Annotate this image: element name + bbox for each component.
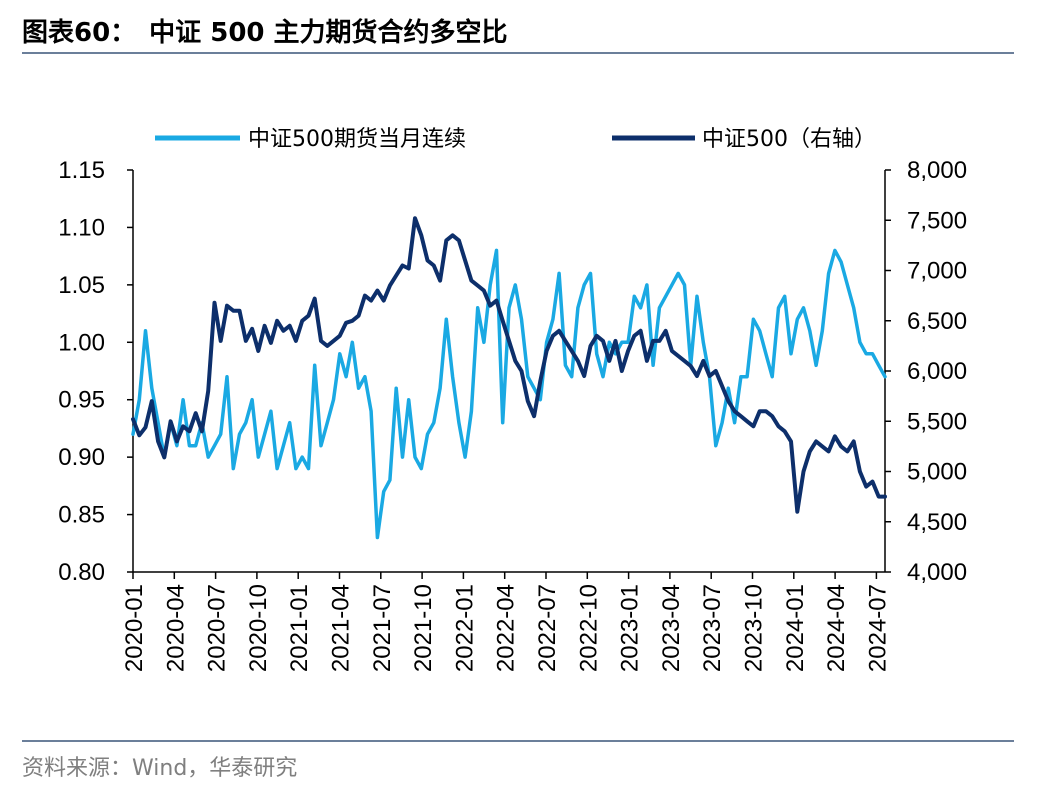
title-underline: [22, 52, 1014, 54]
x-tick-label: 2021-07: [369, 584, 396, 672]
x-tick-label: 2024-01: [782, 584, 809, 672]
series-line-index: [131, 216, 887, 514]
right-tick-label: 4,500: [907, 509, 967, 536]
x-tick-label: 2020-01: [121, 584, 148, 672]
right-tick-label: 8,000: [907, 157, 967, 184]
right-tick-label: 7,500: [907, 207, 967, 234]
x-tick-label: 2022-07: [534, 584, 561, 672]
right-tick-label: 6,000: [907, 358, 967, 385]
x-tick-label: 2023-10: [741, 584, 768, 672]
source-note: 资料来源：Wind，华泰研究: [22, 756, 298, 781]
legend: 中证500期货当月连续 中证500（右轴）: [155, 127, 876, 152]
left-tick-label: 0.95: [58, 387, 105, 414]
left-tick-label: 1.10: [58, 214, 105, 241]
chart-title: 图表60： 中证 500 主力期货合约多空比: [22, 18, 508, 48]
x-tick-label: 2023-07: [699, 584, 726, 672]
x-tick-label: 2021-04: [328, 584, 355, 672]
x-tick-label: 2024-07: [864, 584, 891, 672]
x-tick-label: 2022-04: [493, 584, 520, 672]
x-tick-label: 2023-04: [658, 584, 685, 672]
x-tick-label: 2020-10: [245, 584, 272, 672]
left-tick-label: 1.15: [58, 157, 105, 184]
x-tick-label: 2021-01: [286, 584, 313, 672]
left-tick-label: 1.05: [58, 272, 105, 299]
right-tick-label: 5,000: [907, 459, 967, 486]
x-tick-label: 2023-01: [617, 584, 644, 672]
x-tick-label: 2022-10: [575, 584, 602, 672]
x-tick-label: 2020-04: [162, 584, 189, 672]
right-tick-label: 7,000: [907, 258, 967, 285]
right-tick-label: 4,000: [907, 559, 967, 586]
series-line-ratio: [131, 248, 887, 540]
right-tick-label: 5,500: [907, 408, 967, 435]
x-tick-label: 2024-04: [823, 584, 850, 672]
x-tick-label: 2021-10: [410, 584, 437, 672]
chart: 中证500期货当月连续 中证500（右轴） 0.80 0.85 0.90 0.95 1.…: [58, 127, 967, 672]
left-tick-label: 1.00: [58, 329, 105, 356]
plot-area: 0.80 0.85 0.90 0.95 1.00 1.05 1.10 1.15 4,000 4,5…: [58, 157, 967, 672]
left-tick-label: 0.90: [58, 444, 105, 471]
left-tick-label: 0.85: [58, 502, 105, 529]
x-tick-label: 2022-01: [451, 584, 478, 672]
right-tick-label: 6,500: [907, 308, 967, 335]
left-tick-label: 0.80: [58, 559, 105, 586]
legend-label-ratio: 中证500期货当月连续: [248, 127, 466, 152]
footer-rule: [22, 740, 1014, 742]
x-tick-label: 2020-07: [204, 584, 231, 672]
legend-label-index: 中证500（右轴）: [702, 127, 876, 152]
